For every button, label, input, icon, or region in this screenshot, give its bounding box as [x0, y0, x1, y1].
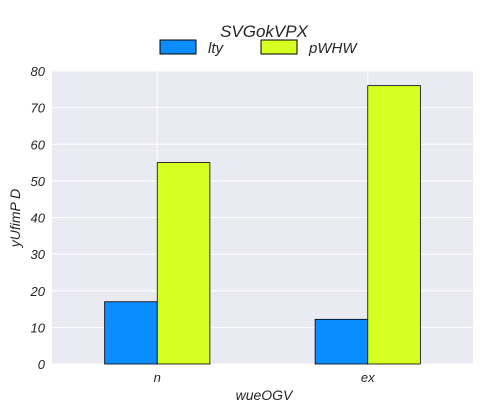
x-tick-labels: n ex	[154, 370, 375, 385]
y-tick-label: 70	[31, 101, 46, 116]
x-tick-label: n	[154, 370, 161, 385]
y-tick-label: 0	[38, 357, 46, 372]
bar-pWHW-n	[156, 162, 211, 365]
bar-lty-ex	[314, 318, 369, 365]
legend-label-lty: lty	[208, 40, 225, 57]
y-tick-label: 30	[31, 247, 46, 262]
chart-title: SVGokVPX	[220, 22, 309, 41]
y-tick-label: 20	[30, 284, 46, 299]
y-axis-label: yUfimP D	[7, 189, 23, 249]
y-tick-label: 10	[31, 320, 46, 335]
y-tick-label: 50	[31, 174, 46, 189]
bar-pWHW-ex	[367, 85, 421, 365]
bars	[104, 85, 421, 365]
y-tick-labels: 0 10 20 30 40 50 60 70 80	[30, 64, 46, 372]
legend-label-pwhw: pWHW	[308, 40, 358, 57]
legend-swatch-pwhw	[260, 39, 298, 55]
y-tick-label: 40	[31, 211, 46, 226]
y-tick-label: 80	[31, 64, 46, 79]
y-tick-label: 60	[31, 137, 46, 152]
legend-swatch-lty	[159, 39, 197, 55]
x-tick-label: ex	[361, 370, 375, 385]
bar-lty-n	[104, 301, 158, 365]
x-axis-label: wueOGV	[236, 387, 294, 403]
legend: lty pWHW	[159, 39, 358, 57]
